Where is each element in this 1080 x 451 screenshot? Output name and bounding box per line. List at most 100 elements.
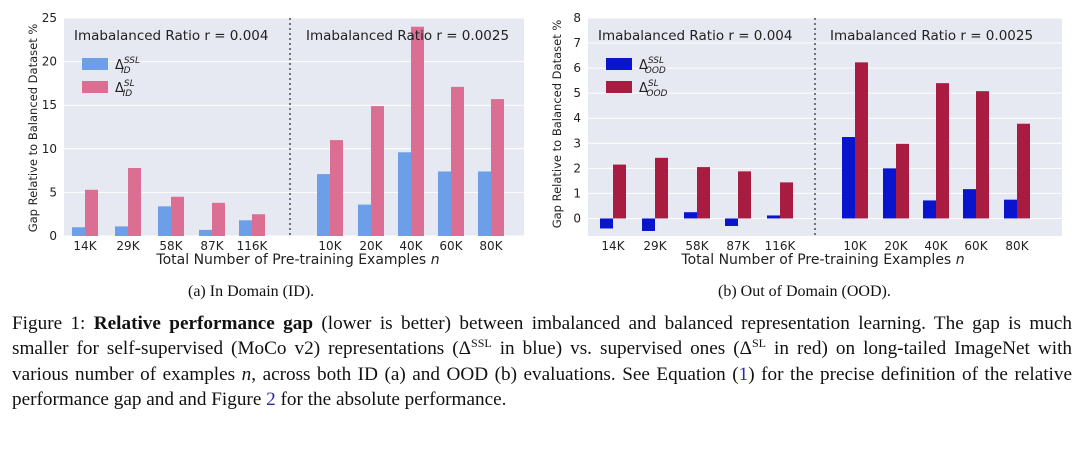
bar-ssl-116k <box>767 215 780 219</box>
x-tick-label: 58K <box>685 239 709 253</box>
bar-sl-40k <box>411 26 424 236</box>
y-tick-label: 3 <box>573 136 581 150</box>
y-tick-label: 20 <box>42 55 57 69</box>
bar-ssl-116k <box>239 220 252 236</box>
bar-ssl-14k <box>600 218 613 229</box>
x-tick-label: 10K <box>318 239 342 253</box>
legend-label-sl: ΔSL ID <box>115 79 135 99</box>
bar-ssl-87k <box>199 229 212 236</box>
x-tick-label: 116K <box>237 239 269 253</box>
x-tick-label: 58K <box>159 239 183 253</box>
x-tick-label: 14K <box>73 239 97 253</box>
x-tick-label: 29K <box>116 239 140 253</box>
bar-sl-116k <box>780 182 793 219</box>
x-tick-label: 60K <box>439 239 463 253</box>
y-tick-label: 1 <box>573 186 581 200</box>
bar-sl-58k <box>697 167 710 219</box>
bar-ssl-40k <box>923 200 936 219</box>
y-tick-label: 25 <box>42 11 57 25</box>
bar-sl-14k <box>613 164 626 219</box>
x-tick-label: 40K <box>399 239 423 253</box>
y-axis-label: Gap Relative to Balanced Dataset % <box>550 20 564 229</box>
y-tick-label: 6 <box>573 61 581 75</box>
bars <box>600 62 1030 231</box>
bar-sl-20k <box>896 143 909 219</box>
x-tick-label: 14K <box>601 239 625 253</box>
bar-ssl-20k <box>358 204 371 236</box>
bar-ssl-29k <box>642 218 655 231</box>
bar-ssl-60k <box>963 189 976 219</box>
bar-sl-80k <box>1017 123 1030 219</box>
x-tick-label: 116K <box>765 239 797 253</box>
bar-sl-60k <box>451 86 464 236</box>
x-tick-label: 29K <box>643 239 667 253</box>
legend-swatch-sl <box>82 81 108 93</box>
caption-label: Figure 1: <box>12 313 94 334</box>
y-tick-label: 4 <box>573 111 581 125</box>
y-tick-label: 0 <box>49 229 57 243</box>
bar-sl-60k <box>976 91 989 219</box>
legend-swatch-ssl <box>606 58 632 70</box>
caption-bold-title: Relative performance gap <box>93 313 313 334</box>
bar-sl-58k <box>171 196 184 236</box>
x-tick-label: 20K <box>359 239 383 253</box>
legend: ΔSSL OOD ΔSL OOD <box>606 56 668 99</box>
x-tick-label: 60K <box>964 239 988 253</box>
bar-ssl-60k <box>438 171 451 236</box>
bar-sl-40k <box>936 83 949 219</box>
bar-sl-87k <box>212 202 225 236</box>
legend-label-sl: ΔSL OOD <box>639 79 668 99</box>
y-tick-label: 5 <box>49 185 57 199</box>
x-tick-label: 80K <box>479 239 503 253</box>
y-tick-label: 8 <box>573 11 581 25</box>
bar-ssl-58k <box>684 212 697 219</box>
bar-ssl-40k <box>398 152 411 236</box>
bar-sl-29k <box>128 167 141 236</box>
y-tick-label: 2 <box>573 161 581 175</box>
group-title-right: Imabalanced Ratio r = 0.0025 <box>306 28 509 44</box>
subcaption-b: (b) Out of Domain (OOD). <box>718 283 891 300</box>
bars <box>72 26 504 237</box>
bar-ssl-14k <box>72 227 85 236</box>
y-tick-label: 15 <box>42 98 57 112</box>
y-axis-label: Gap Relative to Balanced Dataset % <box>26 24 40 233</box>
group-title-right: Imabalanced Ratio r = 0.0025 <box>830 28 1033 44</box>
x-axis-label: Total Number of Pre-training Examples n <box>680 252 964 268</box>
equation-link[interactable]: 1 <box>738 363 749 385</box>
group-title-left: Imabalanced Ratio r = 0.004 <box>598 28 792 44</box>
bar-sl-29k <box>655 157 668 219</box>
figure-caption: Figure 1: Relative performance gap (lowe… <box>12 313 1073 411</box>
bar-sl-10k <box>855 62 868 219</box>
legend-swatch-ssl <box>82 58 108 70</box>
bar-sl-80k <box>491 99 504 236</box>
y-tick-labels: 0 5 10 15 20 25 <box>42 11 57 243</box>
bar-ssl-58k <box>158 206 171 236</box>
bar-ssl-10k <box>317 174 330 236</box>
chart-in-domain: 0 5 10 15 20 25 14K 29K 58K 87K 116K 10K 20K 40K 60K 8… <box>26 11 524 268</box>
bar-ssl-80k <box>1004 199 1017 219</box>
y-tick-labels: 0 1 2 3 4 5 6 7 8 <box>573 11 581 225</box>
legend-label-ssl: ΔSSL OOD <box>639 56 666 76</box>
legend: ΔSSL ID ΔSL ID <box>82 56 140 99</box>
x-tick-label: 87K <box>200 239 224 253</box>
bar-sl-10k <box>330 140 343 236</box>
y-tick-label: 7 <box>573 36 581 50</box>
x-tick-label: 20K <box>884 239 908 253</box>
x-axis-label: Total Number of Pre-training Examples n <box>155 252 439 268</box>
bar-ssl-87k <box>725 218 738 226</box>
x-tick-labels: 14K 29K 58K 87K 116K 10K 20K 40K 60K 80K <box>601 239 1029 253</box>
bar-ssl-80k <box>478 171 491 236</box>
x-tick-label: 10K <box>843 239 867 253</box>
bar-sl-20k <box>371 106 384 237</box>
y-tick-label: 10 <box>42 142 57 156</box>
bar-sl-14k <box>85 189 98 236</box>
bar-sl-116k <box>252 214 265 236</box>
x-tick-label: 87K <box>726 239 750 253</box>
x-tick-label: 40K <box>924 239 948 253</box>
legend-label-ssl: ΔSSL ID <box>115 56 140 76</box>
bar-ssl-20k <box>883 168 896 219</box>
figure-link[interactable]: 2 <box>266 389 276 411</box>
group-title-left: Imabalanced Ratio r = 0.004 <box>74 28 268 44</box>
y-tick-label: 5 <box>573 86 581 100</box>
legend-swatch-sl <box>606 81 632 93</box>
